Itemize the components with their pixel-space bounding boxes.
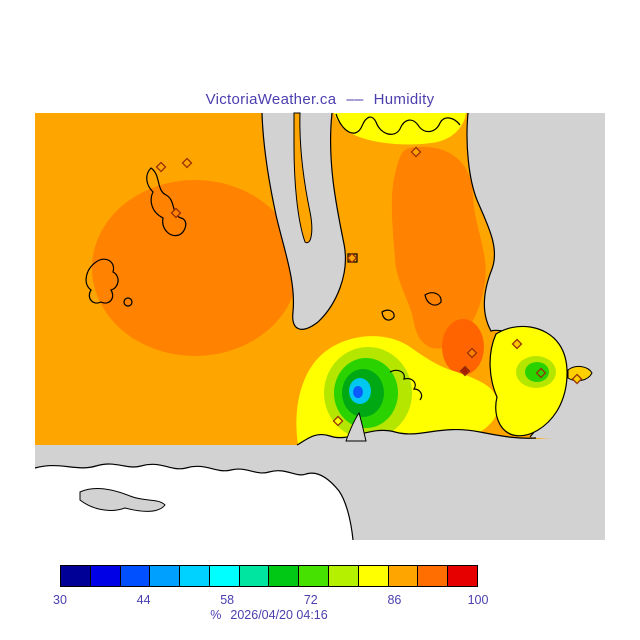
- scale-tick-labels: 30 44 58 72 86 100: [53, 593, 488, 607]
- colorbar-segment: [209, 566, 240, 586]
- colorbar-segment: [150, 566, 181, 586]
- south-land-coastline: [34, 463, 354, 541]
- contour-dark-orange-nw: [92, 180, 298, 356]
- station-marker-diamond: [332, 415, 344, 427]
- east-water: [467, 113, 605, 439]
- unit-label: %: [210, 608, 222, 622]
- scale-label: 58: [220, 593, 235, 607]
- west-lake-outline: [85, 258, 119, 304]
- islet-outline-2: [424, 292, 442, 306]
- colorbar-segment: [180, 566, 210, 586]
- south-land: [35, 464, 353, 540]
- humidity-color-scale: [60, 565, 478, 587]
- page-title: VictoriaWeather.ca –– Humidity: [0, 91, 640, 108]
- islet-outline-1: [381, 309, 395, 321]
- timestamp-row: % 2026/04/20 04:16: [60, 608, 478, 622]
- colorbar-segment: [448, 566, 477, 586]
- scale-label: 100: [467, 593, 489, 607]
- bay-squiggle-coastline: [389, 369, 423, 401]
- colorbar-segment: [269, 566, 300, 586]
- colorbar-segment: [358, 566, 389, 586]
- south-land-lake: [79, 488, 166, 512]
- contour-dark-orange-east: [391, 146, 486, 349]
- north-bays-coastline: [335, 113, 461, 135]
- colorbar-segment: [388, 566, 419, 586]
- colorbar-segment: [120, 566, 151, 586]
- small-lake-outline: [123, 297, 133, 307]
- station-marker-diamond: [535, 367, 547, 379]
- colorbar-segment: [90, 566, 121, 586]
- metric-name: Humidity: [373, 91, 435, 108]
- colorbar-segment: [418, 566, 449, 586]
- station-marker-diamond: [459, 365, 471, 377]
- scale-label: 86: [387, 593, 402, 607]
- station-marker-diamond: [410, 146, 422, 158]
- colorbar-segment: [239, 566, 270, 586]
- contour-hot-orange-core: [442, 319, 484, 375]
- station-marker-diamond: [170, 207, 182, 219]
- title-separator: ––: [346, 91, 364, 108]
- harbour-inlet: [345, 411, 367, 442]
- station-marker-diamond: [346, 252, 358, 264]
- station-marker-diamond: [511, 338, 523, 350]
- lake-chain-outline: [146, 167, 187, 237]
- colorbar-segment: [329, 566, 359, 586]
- scale-label: 72: [303, 593, 318, 607]
- station-marker-diamond: [571, 373, 583, 385]
- inlet-coastline: [261, 112, 346, 330]
- contour-core-blue: [353, 386, 363, 398]
- station-marker-diamond: [466, 347, 478, 359]
- scale-label: 30: [53, 593, 67, 607]
- map-timestamp: 2026/04/20 04:16: [230, 608, 328, 622]
- site-name: VictoriaWeather.ca: [205, 91, 337, 108]
- south-coastline: [296, 429, 537, 446]
- scale-label: 44: [136, 593, 151, 607]
- inlet-peninsula-strip: [293, 112, 313, 244]
- station-marker-diamond: [155, 161, 167, 173]
- station-markers: [155, 146, 583, 427]
- station-marker-diamond: [181, 157, 193, 169]
- colorbar-segment: [61, 566, 91, 586]
- colorbar-segment: [299, 566, 330, 586]
